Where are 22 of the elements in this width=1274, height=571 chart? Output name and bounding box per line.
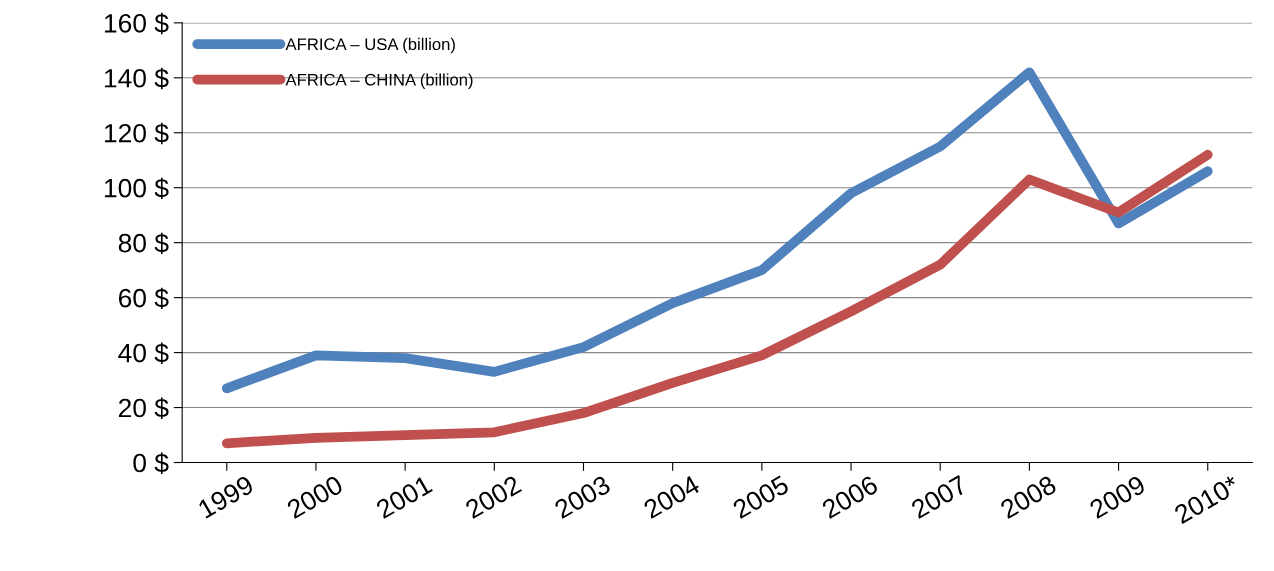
- y-tick-label: 160 $: [104, 12, 169, 35]
- x-tick-label: 2001: [375, 474, 433, 520]
- y-tick-label: 140 $: [104, 67, 169, 90]
- x-tick-label: 2000: [285, 474, 345, 520]
- y-tick-label: 20 $: [118, 397, 169, 419]
- legend-label: AFRICA – CHINA (billion): [285, 73, 473, 89]
- x-tick-label: 2002: [464, 474, 523, 520]
- legend-label: AFRICA – USA (billion): [285, 37, 455, 54]
- y-tick-label: 40 $: [118, 342, 169, 364]
- x-tick-label: 2008: [999, 474, 1058, 520]
- x-tick-label: 2005: [731, 474, 790, 520]
- x-tick-label: 2007: [910, 474, 969, 520]
- y-tick-label: 60 $: [118, 287, 169, 310]
- x-tick-label: 2009: [1088, 474, 1147, 520]
- x-tick-label: 2004: [642, 474, 701, 520]
- y-tick-label: 120 $: [104, 122, 169, 145]
- x-tick-label: 1999: [197, 474, 255, 519]
- x-tick-label: 2003: [553, 474, 612, 520]
- y-tick-label: 80 $: [118, 232, 169, 255]
- x-tick-label: 2006: [820, 474, 879, 520]
- y-tick-label: 100 $: [104, 177, 169, 200]
- y-tick-label: 0 $: [133, 452, 169, 474]
